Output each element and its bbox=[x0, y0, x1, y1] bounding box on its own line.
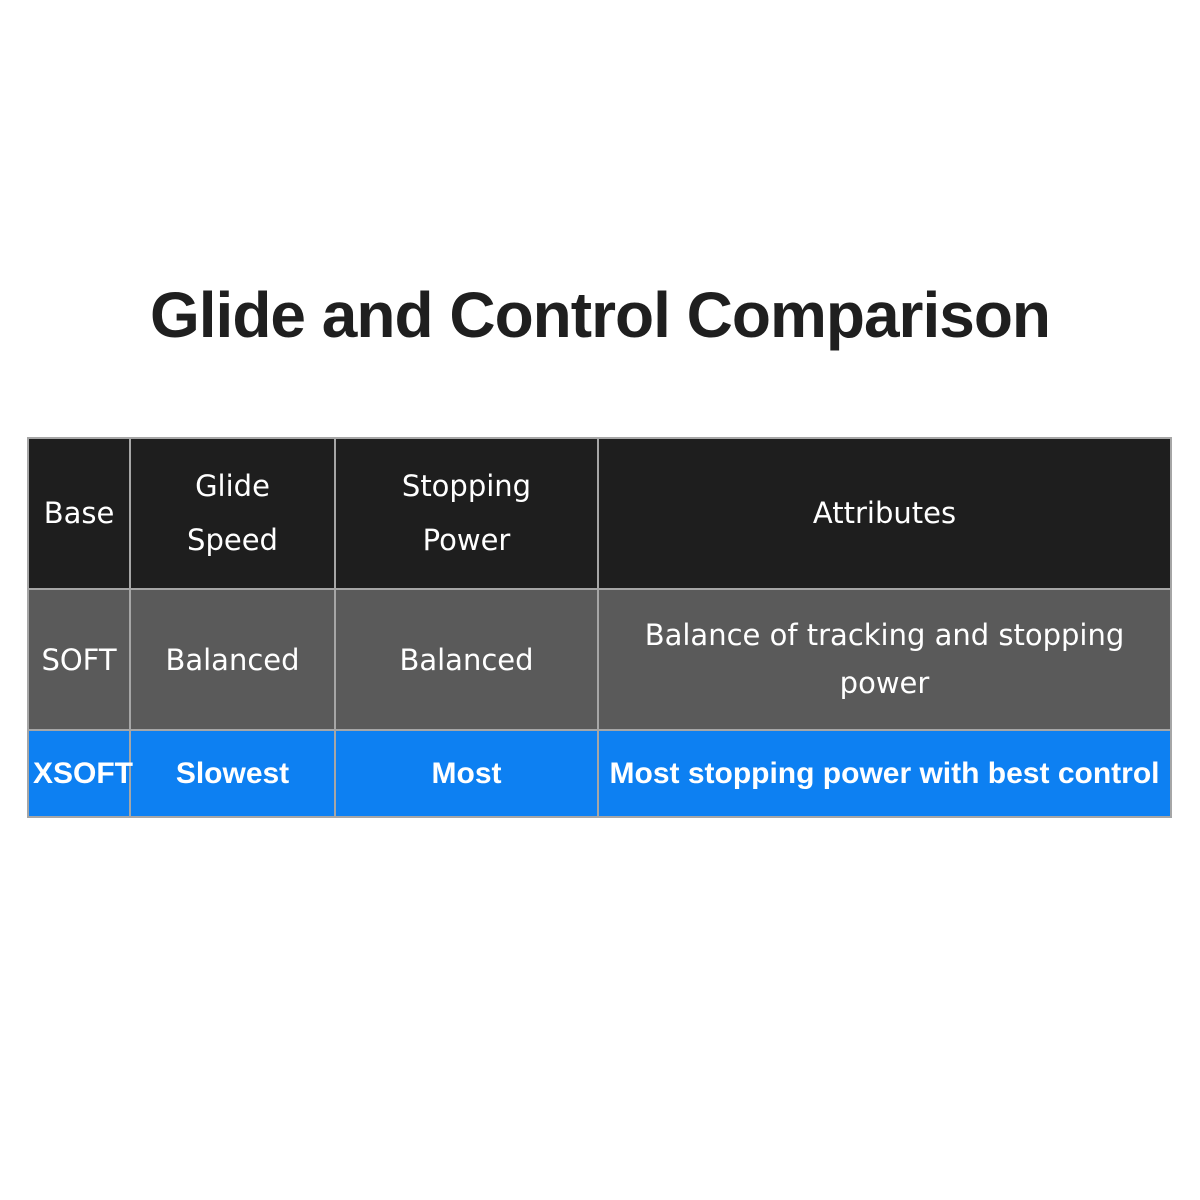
cell-soft-glide-speed: Balanced bbox=[129, 588, 336, 731]
cell-xsoft-glide-speed: Slowest bbox=[129, 729, 336, 818]
cell-soft-base: SOFT bbox=[27, 588, 131, 731]
table-row-xsoft: XSOFT Slowest Most Most stopping power w… bbox=[27, 729, 1172, 818]
col-header-glide-speed-label: Glide Speed bbox=[187, 468, 278, 557]
cell-xsoft-stopping-power: Most bbox=[334, 729, 599, 818]
col-header-stopping-power: Stopping Power bbox=[334, 437, 599, 590]
col-header-attributes-label: Attributes bbox=[812, 495, 957, 530]
page-title: Glide and Control Comparison bbox=[149, 279, 1051, 351]
col-header-stopping-power-label: Stopping Power bbox=[401, 468, 532, 557]
cell-xsoft-base: XSOFT bbox=[27, 729, 133, 818]
col-header-attributes: Attributes bbox=[597, 437, 1172, 590]
col-header-base: Base bbox=[27, 437, 131, 590]
cell-soft-stopping-power: Balanced bbox=[334, 588, 599, 731]
cell-soft-attributes-text: Balance of tracking and stopping power bbox=[644, 617, 1125, 700]
cell-soft-attributes: Balance of tracking and stopping power bbox=[597, 588, 1172, 731]
col-header-base-label: Base bbox=[43, 495, 115, 530]
table-row-soft: SOFT Balanced Balanced Balance of tracki… bbox=[27, 588, 1172, 731]
table-header-row: Base Glide Speed Stopping Power Attribut… bbox=[27, 437, 1172, 590]
comparison-table: Base Glide Speed Stopping Power Attribut… bbox=[27, 437, 1172, 818]
cell-xsoft-attributes: Most stopping power with best control bbox=[597, 729, 1172, 818]
col-header-glide-speed: Glide Speed bbox=[129, 437, 336, 590]
